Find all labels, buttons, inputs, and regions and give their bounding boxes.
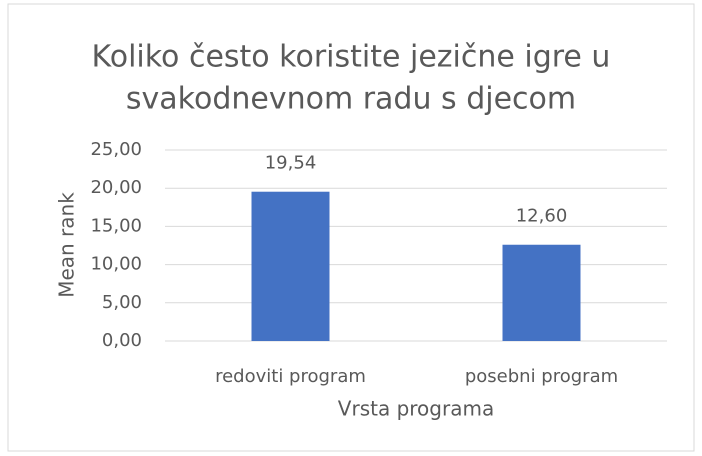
x-tick-label: posebni program bbox=[465, 366, 618, 387]
chart-title: svakodnevnom radu s djecom bbox=[126, 82, 576, 117]
y-axis-title: Mean rank bbox=[55, 192, 79, 298]
bar bbox=[502, 244, 581, 341]
chart-title: Koliko često koristite jezične igre u bbox=[92, 40, 611, 75]
y-tick-label: 20,00 bbox=[90, 177, 142, 198]
chart-border bbox=[7, 3, 695, 452]
data-label: 12,60 bbox=[516, 206, 568, 227]
y-tick-label: 15,00 bbox=[90, 215, 142, 236]
x-tick-label: redoviti program bbox=[215, 366, 366, 387]
y-tick-label: 25,00 bbox=[90, 139, 142, 160]
y-tick-label: 5,00 bbox=[102, 292, 142, 313]
y-tick-label: 0,00 bbox=[102, 330, 142, 351]
data-label: 19,54 bbox=[265, 153, 317, 174]
y-tick-label: 10,00 bbox=[90, 254, 142, 275]
bar bbox=[251, 191, 330, 341]
x-axis-title: Vrsta programa bbox=[338, 397, 494, 421]
